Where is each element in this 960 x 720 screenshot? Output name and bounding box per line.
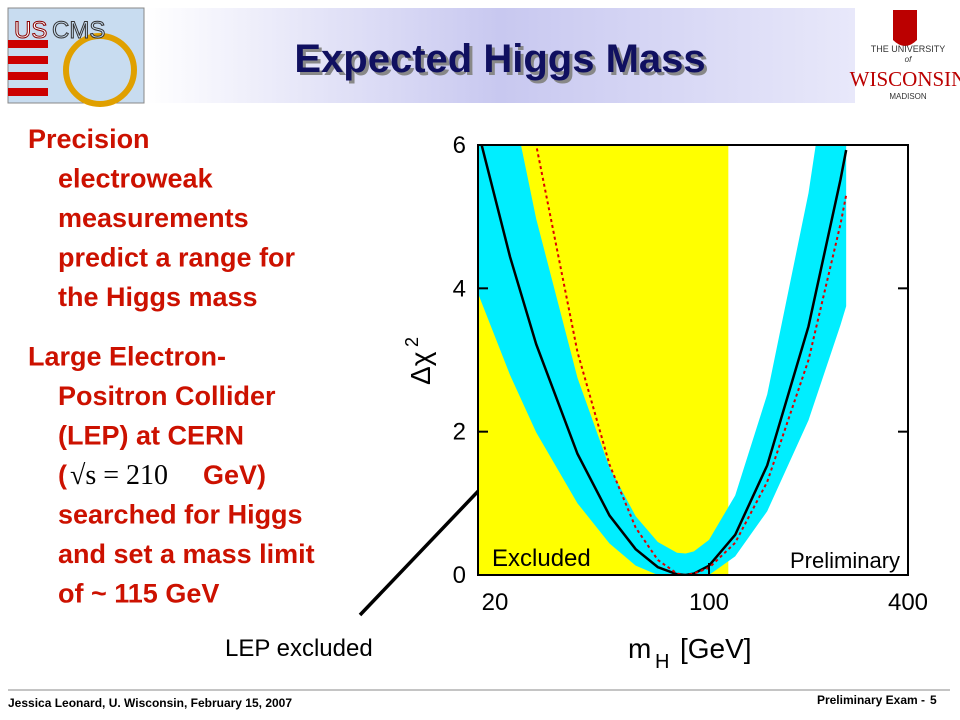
logo-text: THE UNIVERSITY bbox=[871, 44, 946, 54]
y-label-main: Δχ bbox=[405, 351, 436, 385]
x-label: m bbox=[628, 633, 651, 664]
logo-text: WISCONSIN bbox=[850, 67, 960, 91]
footer-right: Preliminary Exam - bbox=[817, 693, 925, 707]
title: Expected Higgs Mass bbox=[294, 37, 705, 81]
bullet-text: searched for Higgs bbox=[58, 500, 303, 530]
y-tick-label: 4 bbox=[453, 275, 466, 302]
cms-logo bbox=[7, 7, 145, 104]
logo-text: MADISON bbox=[889, 92, 927, 101]
annotation: Preliminary bbox=[790, 548, 900, 573]
bullet-text: predict a range for bbox=[58, 243, 296, 273]
x-tick-label: 100 bbox=[689, 589, 729, 616]
logo-text: US bbox=[14, 17, 47, 44]
curve bbox=[535, 145, 848, 575]
x-label-sub: H bbox=[655, 651, 669, 673]
footer-left: Jessica Leonard, U. Wisconsin, February … bbox=[8, 696, 292, 710]
bullet-text: Precision bbox=[28, 124, 150, 154]
cms-stripes bbox=[8, 33, 137, 107]
x-tick-label: 20 bbox=[482, 589, 509, 616]
bullet-text: GeV) bbox=[203, 460, 266, 490]
annotation: Excluded bbox=[492, 545, 591, 572]
bullet-text: electroweak bbox=[58, 164, 214, 194]
x-label-unit: [GeV] bbox=[680, 633, 752, 664]
plot-area bbox=[478, 145, 908, 575]
header-bar bbox=[145, 8, 855, 103]
bullet-text: ( bbox=[58, 460, 67, 490]
bullet-text: and set a mass limit bbox=[58, 539, 315, 569]
logo-text: of bbox=[905, 55, 912, 64]
plot-frame bbox=[477, 144, 909, 576]
bullet-text: (LEP) at CERN bbox=[58, 421, 244, 451]
title-shadow: Expected Higgs Mass bbox=[297, 40, 708, 84]
page-number: 5 bbox=[930, 693, 937, 707]
crest bbox=[893, 10, 917, 46]
y-tick-label: 2 bbox=[453, 419, 466, 446]
bullet-text: Large Electron- bbox=[28, 342, 226, 372]
bullet-text: the Higgs mass bbox=[58, 282, 258, 312]
y-tick-label: 0 bbox=[453, 562, 466, 589]
formula: √s = 210 bbox=[70, 460, 168, 491]
y-label-sup: 2 bbox=[402, 337, 422, 347]
bullet-text: Positron Collider bbox=[58, 381, 276, 411]
y-tick-label: 6 bbox=[453, 132, 466, 159]
arrow-label: LEP excluded bbox=[225, 635, 373, 662]
x-tick-label: 400 bbox=[888, 589, 928, 616]
bullet-text: measurements bbox=[58, 203, 249, 233]
y-label: Δχ 2 bbox=[402, 337, 436, 385]
logo-text: CMS bbox=[52, 17, 105, 44]
bullet-text: of ~ 115 GeV bbox=[58, 579, 219, 609]
uncertainty-band bbox=[478, 145, 847, 575]
